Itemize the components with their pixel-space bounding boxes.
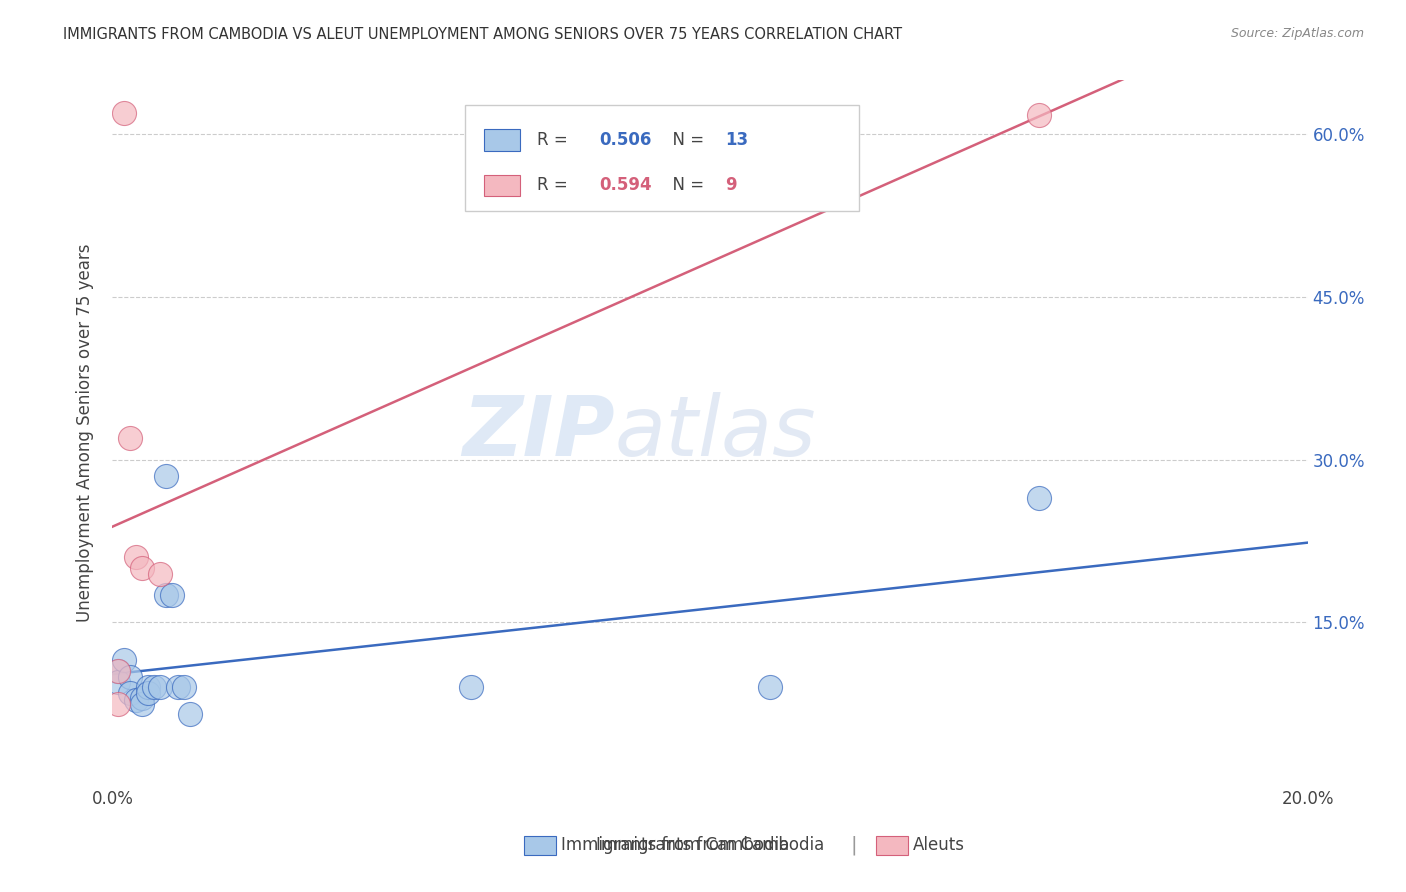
Point xyxy=(138,686,160,700)
Point xyxy=(162,588,183,602)
Point xyxy=(114,105,135,120)
Text: Source: ZipAtlas.com: Source: ZipAtlas.com xyxy=(1230,27,1364,40)
Text: Immigrants from Cambodia: Immigrants from Cambodia xyxy=(596,836,824,854)
Point xyxy=(131,561,153,575)
Text: Aleuts: Aleuts xyxy=(914,836,965,854)
Point xyxy=(125,550,148,565)
Text: IMMIGRANTS FROM CAMBODIA VS ALEUT UNEMPLOYMENT AMONG SENIORS OVER 75 YEARS CORRE: IMMIGRANTS FROM CAMBODIA VS ALEUT UNEMPL… xyxy=(63,27,903,42)
Text: atlas: atlas xyxy=(614,392,815,473)
Point xyxy=(114,653,135,667)
Text: |: | xyxy=(851,835,856,855)
Point xyxy=(120,431,142,445)
FancyBboxPatch shape xyxy=(484,175,520,196)
FancyBboxPatch shape xyxy=(523,836,555,855)
Text: 9: 9 xyxy=(725,177,737,194)
Point xyxy=(143,681,166,695)
Text: 13: 13 xyxy=(725,131,748,149)
Point xyxy=(179,707,201,722)
Text: R =: R = xyxy=(537,177,572,194)
Point xyxy=(107,697,129,711)
Y-axis label: Unemployment Among Seniors over 75 years: Unemployment Among Seniors over 75 years xyxy=(76,244,94,622)
Point xyxy=(107,664,129,678)
Point xyxy=(107,664,129,678)
Point xyxy=(120,686,142,700)
Point xyxy=(155,469,177,483)
FancyBboxPatch shape xyxy=(876,836,908,855)
Point xyxy=(460,681,482,695)
Point xyxy=(167,681,190,695)
Text: Immigrants from Cambodia: Immigrants from Cambodia xyxy=(561,836,789,854)
Text: N =: N = xyxy=(662,177,714,194)
Text: ZIP: ZIP xyxy=(461,392,614,473)
Point xyxy=(149,681,172,695)
Point xyxy=(759,681,782,695)
Point xyxy=(149,566,172,581)
Point xyxy=(107,675,129,690)
Point xyxy=(173,681,195,695)
Text: 0.594: 0.594 xyxy=(599,177,651,194)
Point xyxy=(125,693,148,707)
Point xyxy=(138,681,160,695)
Point xyxy=(120,669,142,683)
Text: 0.506: 0.506 xyxy=(599,131,651,149)
Text: N =: N = xyxy=(662,131,710,149)
Point xyxy=(131,691,153,706)
Point xyxy=(1028,108,1050,122)
Point xyxy=(1028,491,1050,505)
FancyBboxPatch shape xyxy=(484,129,520,151)
FancyBboxPatch shape xyxy=(465,105,859,211)
Point xyxy=(131,697,153,711)
Text: R =: R = xyxy=(537,131,572,149)
Point xyxy=(155,588,177,602)
